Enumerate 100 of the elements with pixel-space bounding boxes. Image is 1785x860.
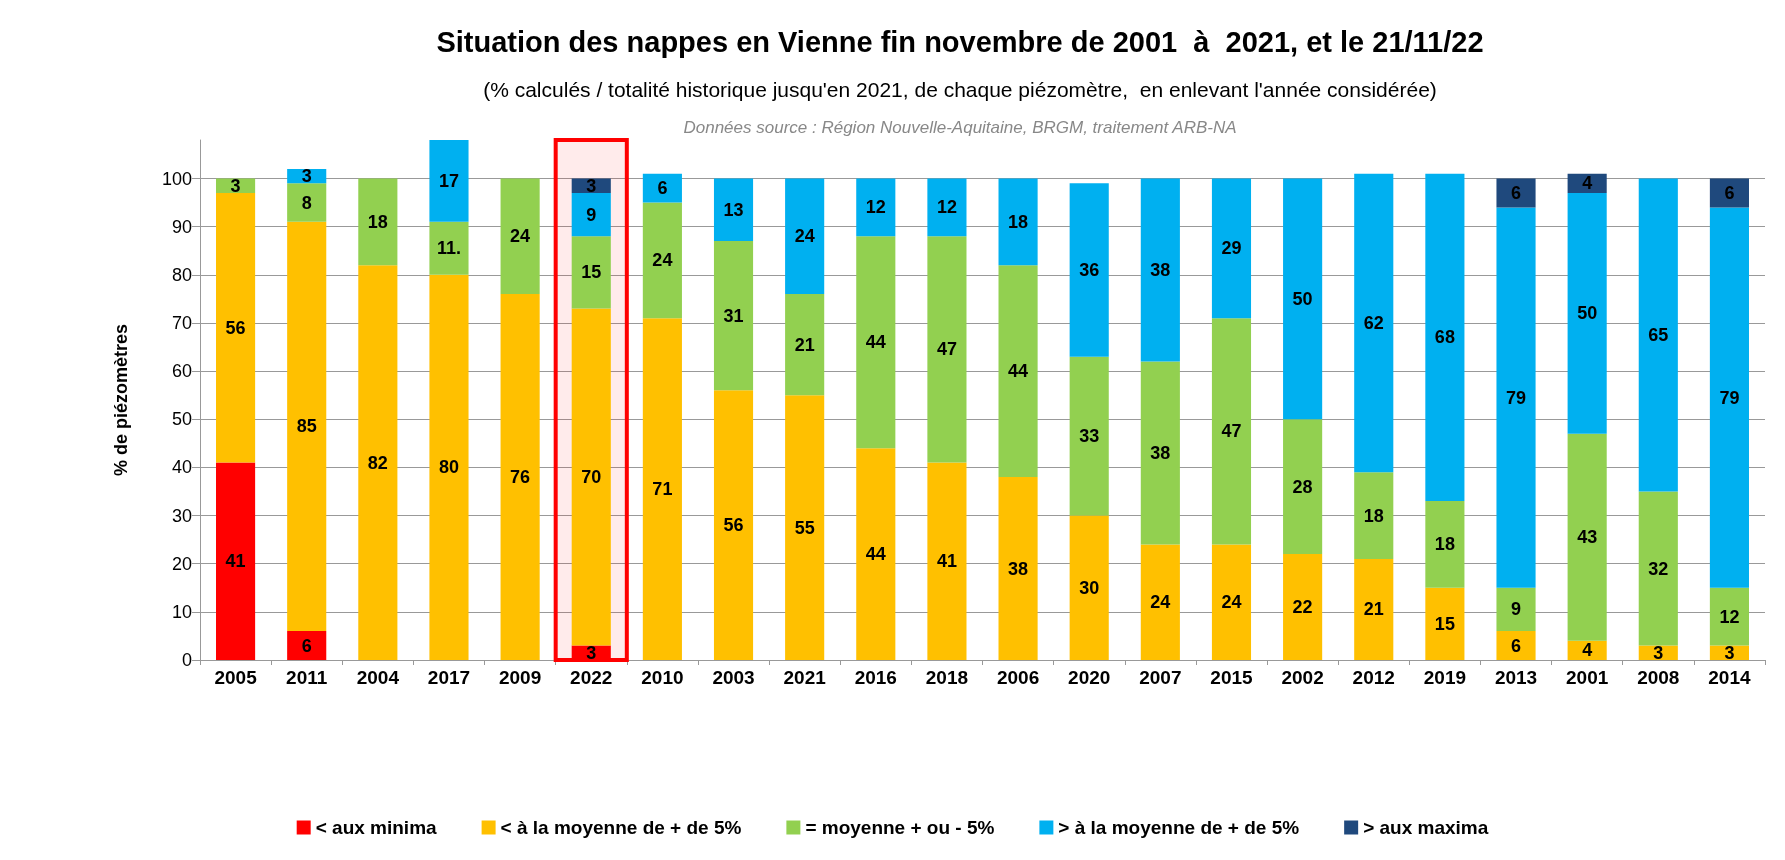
- chart-subtitle: (% calculés / totalité historique jusqu'en 2021, de chaque piézomètre, en enlevant l'année considérée): [483, 78, 1437, 101]
- data-label: 82: [367, 452, 388, 473]
- bar: [1496, 587, 1536, 632]
- data-label: 38: [1150, 260, 1171, 280]
- bar: [1069, 515, 1109, 660]
- data-label: 47: [1221, 421, 1242, 442]
- y-tick-label: 30: [171, 505, 192, 526]
- bar: [1425, 587, 1465, 660]
- data-label: 8: [301, 192, 312, 213]
- legend-label: = moyenne + ou - 5%: [805, 817, 995, 838]
- y-tick-label: 40: [171, 457, 192, 478]
- data-label: 12: [1719, 606, 1740, 627]
- data-label: 47: [936, 339, 957, 360]
- bar: [642, 318, 682, 660]
- x-tick-label: 2009: [498, 667, 542, 688]
- bar: [287, 221, 327, 632]
- x-tick-label: 2004: [356, 667, 400, 688]
- y-tick-label: 80: [171, 264, 192, 285]
- bar: [429, 221, 469, 275]
- data-label: 22: [1292, 597, 1313, 618]
- data-label: 17: [438, 170, 459, 191]
- x-tick-label: 2006: [996, 667, 1040, 688]
- bar: [1211, 544, 1252, 660]
- bar: [1354, 558, 1394, 660]
- bar: [785, 395, 825, 660]
- bar: [1211, 318, 1252, 545]
- data-label: 56: [723, 515, 744, 536]
- bar: [287, 631, 327, 660]
- data-label: 28: [1292, 476, 1313, 497]
- data-label: 3: [1653, 642, 1664, 663]
- data-label: 21: [794, 334, 815, 355]
- bar: [358, 265, 398, 660]
- data-label: 15: [1434, 613, 1455, 634]
- data-label: 32: [1648, 558, 1669, 579]
- y-tick-label: 0: [181, 650, 192, 670]
- data-label: 21: [1363, 599, 1384, 620]
- data-label: 6: [1511, 635, 1522, 656]
- x-tick-label: 2001: [1566, 667, 1609, 688]
- data-label: 44: [1008, 361, 1029, 382]
- bar: [927, 236, 967, 463]
- data-label: 18: [1363, 505, 1384, 526]
- data-label: 31: [723, 305, 744, 326]
- bar: [1496, 207, 1536, 588]
- bar: [785, 294, 825, 396]
- data-label: 9: [586, 204, 597, 225]
- y-tick-label: 90: [171, 216, 192, 237]
- bar: [1496, 631, 1536, 660]
- x-tick-label: 2020: [1068, 667, 1111, 688]
- y-tick-label: 10: [171, 601, 192, 622]
- bar: [713, 390, 754, 660]
- bar: [216, 192, 256, 463]
- data-label: 24: [1221, 592, 1242, 613]
- chart-title: Situation des nappes en Vienne fin novembre de 2001 à 2021, et le 21/11/22: [436, 25, 1484, 58]
- bar: [1709, 207, 1749, 588]
- x-tick-label: 2014: [1708, 667, 1751, 688]
- bar: [642, 202, 682, 319]
- bar: [571, 192, 611, 237]
- bar: [429, 274, 469, 660]
- bar: [1496, 178, 1536, 208]
- y-tick-label: 20: [171, 553, 192, 574]
- data-label: 3: [586, 642, 597, 663]
- data-label: 15: [581, 262, 602, 283]
- data-label: 44: [865, 332, 886, 353]
- text: Données source : Région Nouvelle-Aquitaine, BRGM, traitement ARB-NA: [683, 118, 1237, 137]
- data-label: 3: [301, 166, 312, 187]
- data-label: 76: [510, 467, 531, 488]
- bar: [856, 448, 896, 660]
- data-label: 71: [652, 479, 673, 500]
- data-label: 30: [1079, 577, 1100, 598]
- bar: [1567, 192, 1607, 434]
- bar: [1283, 178, 1323, 420]
- bar: [1354, 472, 1394, 559]
- data-label: 38: [1150, 442, 1171, 463]
- data-label: 41: [936, 551, 957, 572]
- bar: [216, 462, 256, 660]
- data-label: 4: [1582, 173, 1593, 194]
- data-label: 12: [865, 197, 886, 218]
- data-label: 3: [1724, 642, 1735, 663]
- data-label: 6: [1724, 182, 1735, 203]
- x-tick-label: 2015: [1210, 667, 1254, 688]
- data-label: 38: [1008, 558, 1029, 579]
- bar: [1140, 178, 1180, 362]
- data-label: 3: [586, 175, 597, 196]
- data-label: 13: [723, 199, 744, 220]
- bar: [1567, 433, 1607, 641]
- bar: [358, 178, 398, 266]
- bar: [1638, 178, 1678, 492]
- bar: [1140, 361, 1180, 545]
- bar: [500, 178, 540, 295]
- legend-label: > aux maxima: [1363, 817, 1489, 838]
- x-tick-label: 2019: [1423, 667, 1467, 688]
- x-tick-label: 2002: [1281, 667, 1324, 688]
- data-label: 18: [1434, 534, 1455, 555]
- x-tick-label: 2021: [783, 667, 827, 688]
- bar: [1069, 183, 1109, 357]
- x-tick-label: 2016: [854, 667, 897, 688]
- data-label: 6: [657, 178, 668, 199]
- data-label: 11.: [436, 238, 461, 259]
- bar: [713, 241, 754, 391]
- data-label: 24: [794, 226, 815, 247]
